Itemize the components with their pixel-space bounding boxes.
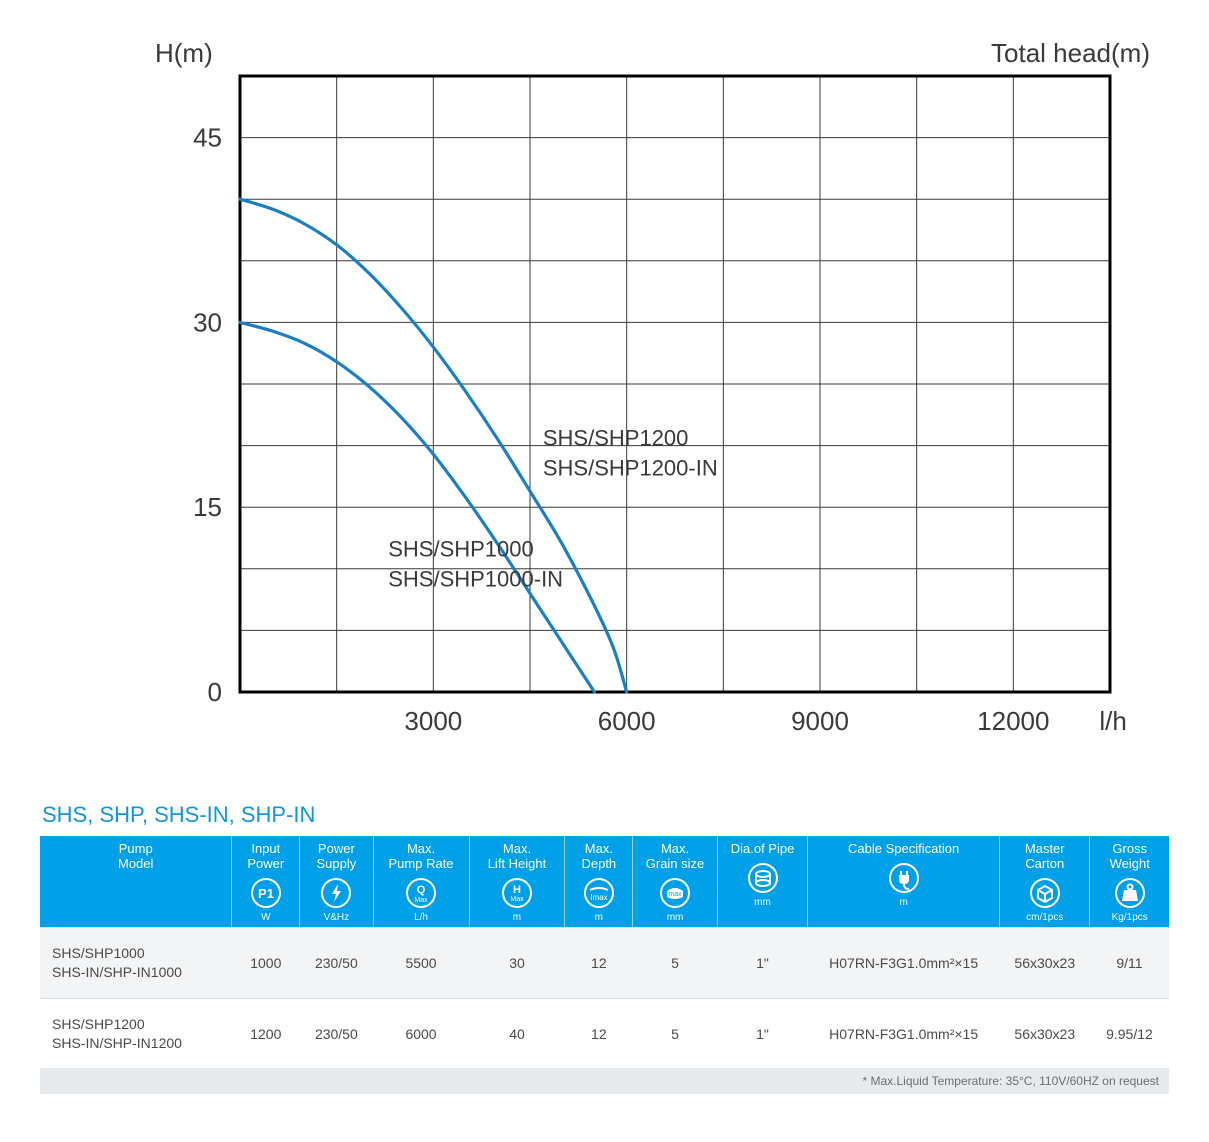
weight-icon: [1094, 876, 1165, 910]
svg-text:3000: 3000: [404, 706, 462, 736]
svg-text:Max: Max: [510, 896, 524, 903]
svg-text:6000: 6000: [598, 706, 656, 736]
pump-curve-chart: H(m) Total head(m) 0 15 30 45 3000 6000 9000 12…: [100, 40, 1160, 752]
col-header: Cable Specificationm: [808, 836, 1000, 927]
col-header: PowerSupplyV&Hz: [300, 836, 373, 927]
svg-text:0: 0: [208, 677, 222, 707]
svg-text:45: 45: [193, 123, 222, 153]
svg-text:P1: P1: [258, 886, 274, 901]
svg-text:12000: 12000: [977, 706, 1049, 736]
bolt-icon: [304, 876, 368, 910]
table-row: SHS/SHP1000SHS-IN/SHP-IN10001000230/5055…: [40, 927, 1169, 998]
col-header: Max.Lift HeightHMaxm: [469, 836, 565, 927]
col-header: PumpModel: [40, 836, 232, 927]
svg-text:30: 30: [193, 307, 222, 337]
y-axis-title: H(m): [155, 38, 213, 69]
svg-text:l/h: l/h: [1099, 706, 1126, 736]
col-header: Max.Grain sizemaxmm: [633, 836, 718, 927]
H-icon: HMax: [474, 876, 561, 910]
plug-icon: [812, 861, 995, 895]
box-icon: [1004, 876, 1085, 910]
svg-text:SHS/SHP1000-IN: SHS/SHP1000-IN: [388, 566, 563, 591]
col-header: Max.Pump RateQMaxL/h: [373, 836, 469, 927]
svg-text:Max: Max: [414, 897, 428, 904]
chart-right-title: Total head(m): [991, 38, 1150, 69]
col-header: GrossWeightKg/1pcs: [1090, 836, 1169, 927]
col-header: Max.DepthImaxm: [565, 836, 633, 927]
P1-icon: P1: [236, 876, 295, 910]
spec-table-section: SHS, SHP, SHS-IN, SHP-IN PumpModelInputP…: [40, 802, 1169, 1094]
svg-text:9000: 9000: [791, 706, 849, 736]
svg-text:SHS/SHP1000: SHS/SHP1000: [388, 536, 534, 561]
svg-text:H: H: [513, 884, 521, 896]
Q-icon: QMax: [378, 876, 465, 910]
svg-text:SHS/SHP1200-IN: SHS/SHP1200-IN: [543, 456, 718, 481]
col-header: MasterCartoncm/1pcs: [1000, 836, 1090, 927]
svg-text:max: max: [668, 891, 682, 898]
table-title: SHS, SHP, SHS-IN, SHP-IN: [42, 802, 1169, 828]
dia-icon: [722, 861, 803, 895]
Imax-icon: Imax: [569, 876, 628, 910]
svg-text:SHS/SHP1200: SHS/SHP1200: [543, 426, 689, 451]
col-header: InputPowerP1W: [232, 836, 300, 927]
table-footnote: * Max.Liquid Temperature: 35°C, 110V/60H…: [40, 1068, 1169, 1094]
svg-text:Imax: Imax: [590, 893, 607, 902]
col-header: Dia.of Pipemm: [717, 836, 807, 927]
grain-icon: max: [637, 876, 713, 910]
table-row: SHS/SHP1200SHS-IN/SHP-IN12001200230/5060…: [40, 998, 1169, 1068]
svg-text:Q: Q: [417, 884, 426, 896]
chart-svg: 0 15 30 45 3000 6000 9000 12000 l/h SHS/SHP1000 SH…: [100, 40, 1130, 752]
svg-text:15: 15: [193, 492, 222, 522]
spec-table: PumpModelInputPowerP1WPowerSupplyV&HzMax…: [40, 836, 1169, 1068]
